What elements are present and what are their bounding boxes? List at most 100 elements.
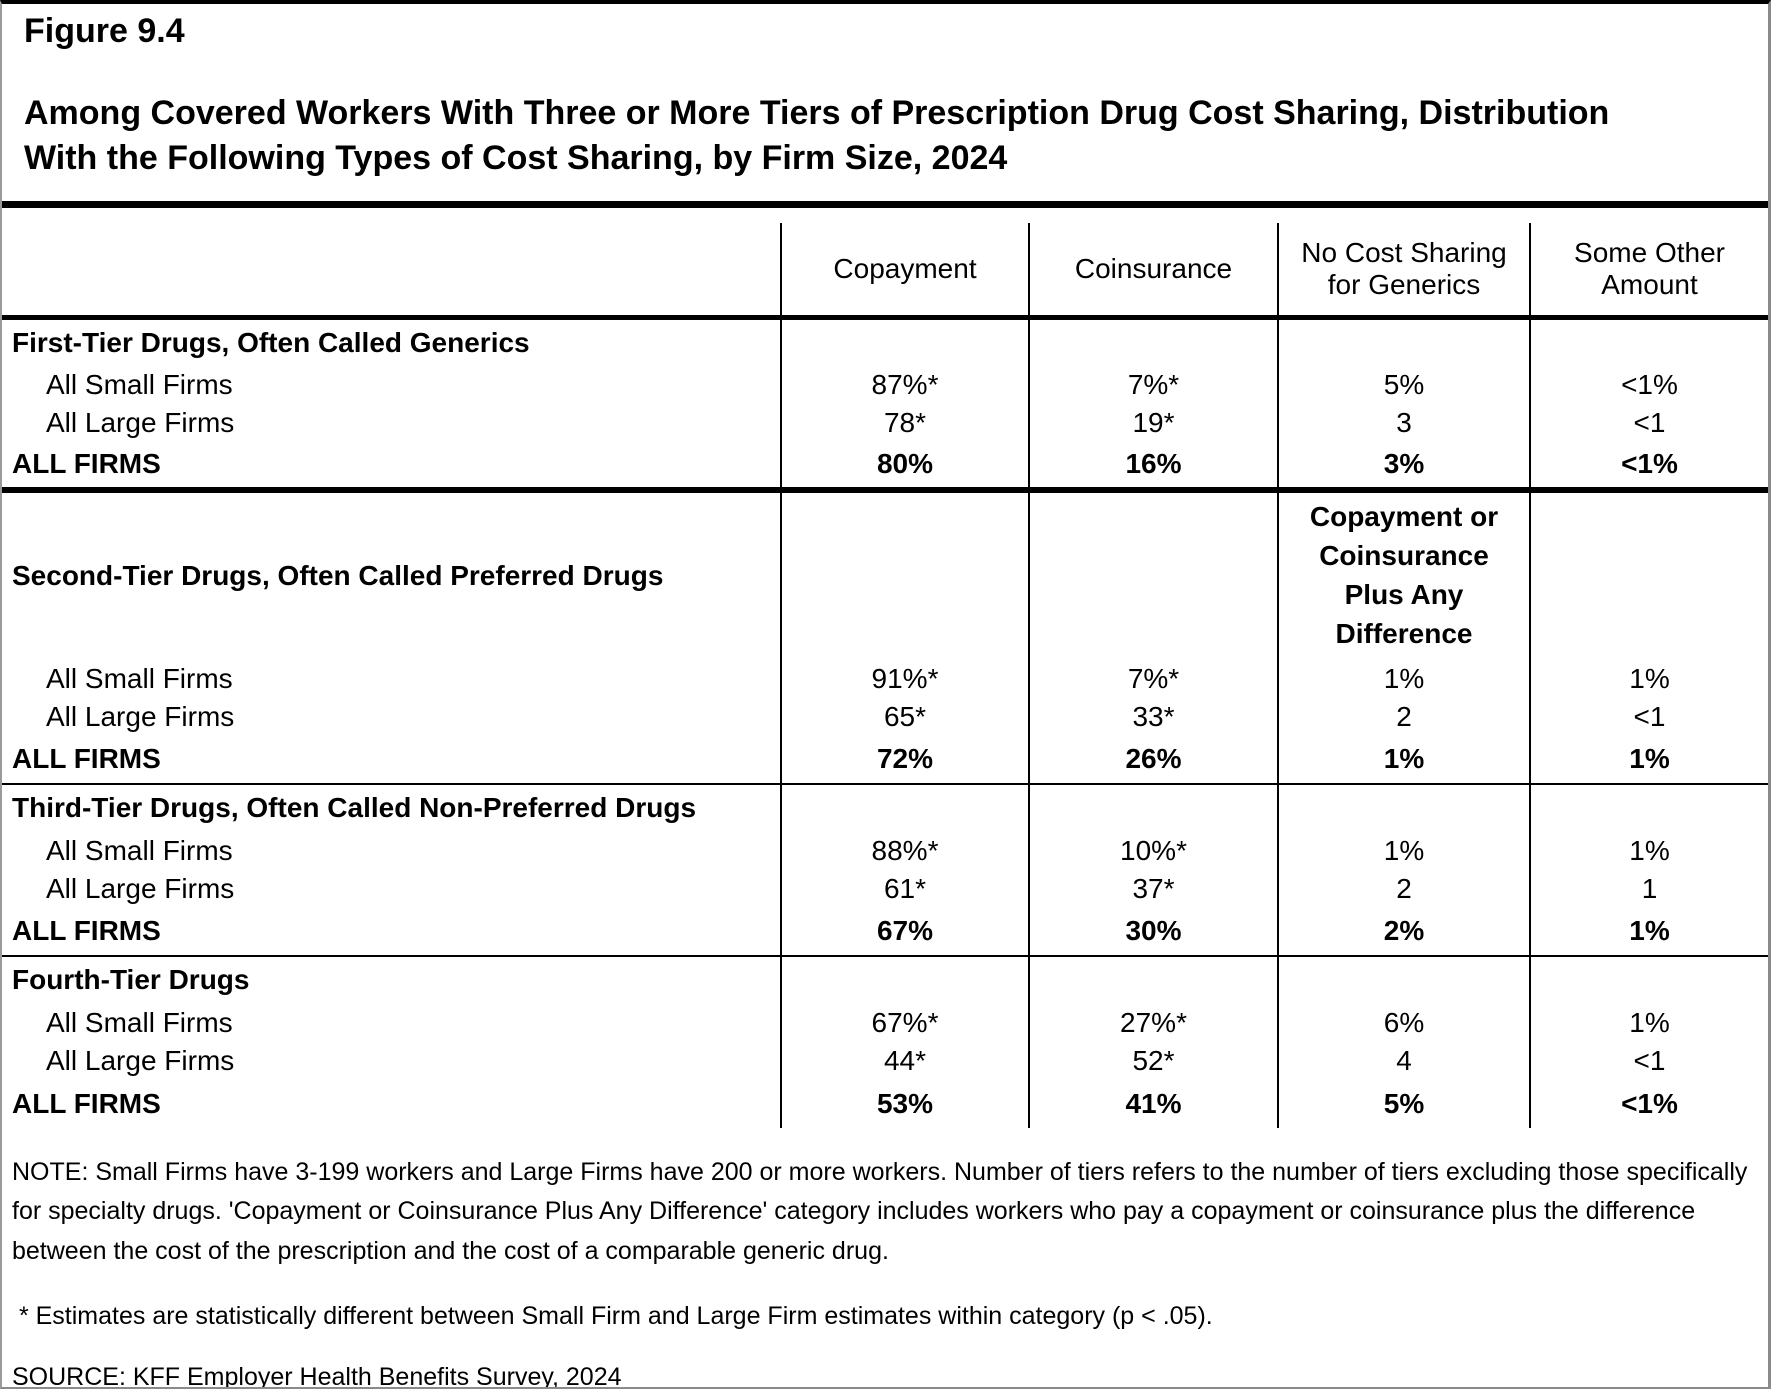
cost-sharing-table: Copayment Coinsurance No Cost Sharing fo…	[2, 222, 1768, 1128]
row-label: ALL FIRMS	[12, 915, 161, 947]
empty-cell	[780, 486, 1029, 660]
column-header-coinsurance: Coinsurance	[1028, 222, 1278, 321]
table-cell: 2%	[1277, 907, 1530, 956]
empty-cell	[780, 782, 1029, 832]
table-cell: 19*	[1028, 403, 1278, 442]
table-header-row: Copayment Coinsurance No Cost Sharing fo…	[2, 222, 1768, 321]
table-cell: 1	[1529, 869, 1768, 908]
section-first-tier: First-Tier Drugs, Often Called Generics …	[2, 317, 1768, 490]
table-cell: 27%*	[1028, 1003, 1278, 1042]
table-cell: 52*	[1028, 1041, 1278, 1080]
section-title-row: Second-Tier Drugs, Often Called Preferre…	[2, 486, 1768, 660]
table-cell: 5%	[1277, 1079, 1530, 1128]
title-divider	[2, 200, 1768, 208]
table-cell: 67%*	[780, 1003, 1029, 1042]
table-cell: 7%*	[1028, 659, 1278, 698]
table-cell: 1%	[1529, 1003, 1768, 1042]
table-cell: 16%	[1028, 441, 1278, 490]
figure-header: Figure 9.4 Among Covered Workers With Th…	[2, 4, 1768, 180]
empty-cell	[1028, 317, 1278, 366]
empty-cell	[780, 954, 1029, 1004]
table-cell: 61*	[780, 869, 1029, 908]
row-label: All Large Firms	[46, 1044, 235, 1076]
row-label: All Small Firms	[46, 662, 233, 694]
table-cell: <1	[1529, 403, 1768, 442]
table-cell: <1	[1529, 697, 1768, 736]
table-cell: 37*	[1028, 869, 1278, 908]
table-cell: 44*	[780, 1041, 1029, 1080]
table-row-all-firms: ALL FIRMS 67% 30% 2% 1%	[2, 907, 1768, 956]
table-cell: 2	[1277, 869, 1530, 908]
table-cell: 87%*	[780, 365, 1029, 404]
column-subheader-copay-or-coins: Copayment or Coinsurance Plus Any Differ…	[1277, 486, 1530, 660]
table-cell: 10%*	[1028, 831, 1278, 870]
section-title: Fourth-Tier Drugs	[2, 954, 781, 1004]
note-text: NOTE: Small Firms have 3-199 workers and…	[12, 1157, 1748, 1265]
section-title: First-Tier Drugs, Often Called Generics	[12, 327, 530, 359]
figure-title: Among Covered Workers With Three or More…	[24, 94, 1610, 177]
table-cell: 33*	[1028, 697, 1278, 736]
table-row-all-firms: ALL FIRMS 80% 16% 3% <1%	[2, 441, 1768, 490]
table-row: All Small Firms 88%* 10%* 1% 1%	[2, 831, 1768, 870]
empty-cell	[780, 317, 1029, 366]
empty-cell	[1529, 317, 1768, 366]
column-header-copayment: Copayment	[780, 222, 1029, 321]
table-cell: <1%	[1529, 365, 1768, 404]
empty-cell	[1529, 486, 1768, 660]
table-cell: 1%	[1277, 735, 1530, 784]
column-header-no-cost-sharing: No Cost Sharing for Generics	[1277, 222, 1530, 321]
table-cell: 26%	[1028, 735, 1278, 784]
table-cell: 30%	[1028, 907, 1278, 956]
table-cell: 1%	[1529, 659, 1768, 698]
table-row: All Large Firms 78* 19* 3 <1	[2, 403, 1768, 442]
table-cell: 3%	[1277, 441, 1530, 490]
table-cell: 1%	[1277, 831, 1530, 870]
row-label: All Small Firms	[46, 368, 233, 400]
table-cell: 41%	[1028, 1079, 1278, 1128]
table-cell: 1%	[1277, 659, 1530, 698]
table-row: All Large Firms 65* 33* 2 <1	[2, 697, 1768, 736]
table-cell: 80%	[780, 441, 1029, 490]
empty-cell	[1028, 782, 1278, 832]
section-title-row: Third-Tier Drugs, Often Called Non-Prefe…	[2, 782, 1768, 832]
row-label: All Large Firms	[46, 406, 235, 438]
empty-cell	[1529, 782, 1768, 832]
table-cell: 1%	[1529, 831, 1768, 870]
table-cell: <1	[1529, 1041, 1768, 1080]
table-cell: 91%*	[780, 659, 1029, 698]
section-title-row: First-Tier Drugs, Often Called Generics	[2, 317, 1768, 366]
table-cell: 78*	[780, 403, 1029, 442]
column-header-blank	[2, 222, 781, 321]
table-cell: 5%	[1277, 365, 1530, 404]
table-row: All Small Firms 67%* 27%* 6% 1%	[2, 1003, 1768, 1042]
table-cell: 3	[1277, 403, 1530, 442]
row-label: ALL FIRMS	[12, 448, 161, 480]
empty-cell	[1028, 486, 1278, 660]
row-label: All Large Firms	[46, 872, 235, 904]
table-header: Copayment Coinsurance No Cost Sharing fo…	[2, 222, 1768, 321]
empty-cell	[1277, 954, 1530, 1004]
section-second-tier: Second-Tier Drugs, Often Called Preferre…	[2, 486, 1768, 784]
table-cell: 4	[1277, 1041, 1530, 1080]
row-label: All Small Firms	[46, 1006, 233, 1038]
table-cell: 1%	[1529, 907, 1768, 956]
table-cell: <1%	[1529, 441, 1768, 490]
section-fourth-tier: Fourth-Tier Drugs All Small Firms 67%* 2…	[2, 954, 1768, 1128]
column-header-some-other: Some Other Amount	[1529, 222, 1768, 321]
empty-cell	[1529, 954, 1768, 1004]
section-title: Second-Tier Drugs, Often Called Preferre…	[2, 486, 781, 660]
table-row: All Small Firms 91%* 7%* 1% 1%	[2, 659, 1768, 698]
empty-cell	[1277, 317, 1530, 366]
row-label: All Small Firms	[46, 834, 233, 866]
table-row: All Large Firms 61* 37* 2 1	[2, 869, 1768, 908]
table-cell: 7%*	[1028, 365, 1278, 404]
empty-cell	[1277, 782, 1530, 832]
section-title-row: Fourth-Tier Drugs	[2, 954, 1768, 1004]
empty-cell	[1028, 954, 1278, 1004]
table-cell: 72%	[780, 735, 1029, 784]
table-cell: 88%*	[780, 831, 1029, 870]
figure-number: Figure 9.4	[24, 12, 185, 50]
table-row-all-firms: ALL FIRMS 72% 26% 1% 1%	[2, 735, 1768, 784]
section-title: Third-Tier Drugs, Often Called Non-Prefe…	[2, 782, 781, 832]
